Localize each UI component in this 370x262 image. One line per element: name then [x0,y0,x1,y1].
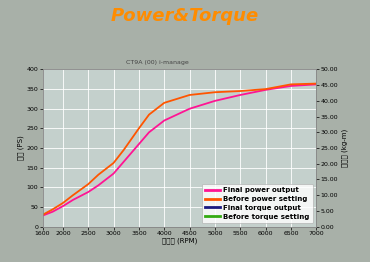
Legend: Final power output, Before power setting, Final torque output, Before torque set: Final power output, Before power setting… [202,184,313,223]
Text: CT9A (00) i-manage: CT9A (00) i-manage [126,60,189,65]
Text: Power&Torque: Power&Torque [111,7,259,25]
X-axis label: 回転数 (RPM): 回転数 (RPM) [162,237,197,244]
Y-axis label: 出力 (PS): 出力 (PS) [17,136,24,160]
Y-axis label: トルク (kg-m): トルク (kg-m) [341,129,347,167]
